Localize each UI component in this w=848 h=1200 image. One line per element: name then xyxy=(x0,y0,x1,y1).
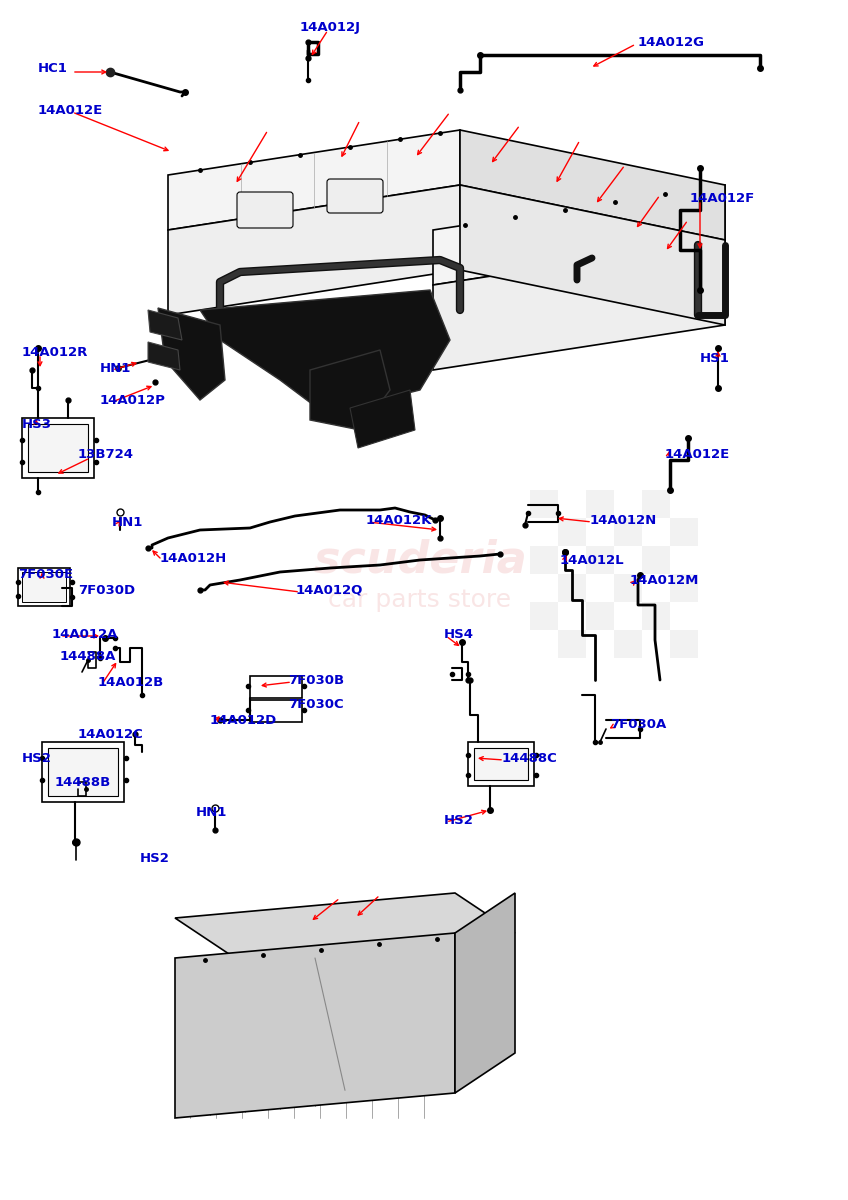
Polygon shape xyxy=(158,308,225,400)
FancyBboxPatch shape xyxy=(237,192,293,228)
Bar xyxy=(474,748,528,780)
Bar xyxy=(22,572,66,602)
Text: 7F030E: 7F030E xyxy=(18,568,73,581)
Text: HN1: HN1 xyxy=(112,516,143,528)
Text: 14A012D: 14A012D xyxy=(210,714,277,726)
Text: 14488B: 14488B xyxy=(55,775,111,788)
Polygon shape xyxy=(148,342,180,370)
Text: 14A012L: 14A012L xyxy=(560,553,625,566)
Text: scuderia: scuderia xyxy=(313,539,527,582)
Bar xyxy=(22,418,94,478)
Text: car parts store: car parts store xyxy=(328,588,511,612)
Text: HS4: HS4 xyxy=(444,628,474,641)
Text: 14A012E: 14A012E xyxy=(665,449,730,462)
Bar xyxy=(642,602,670,630)
Polygon shape xyxy=(148,310,182,340)
Polygon shape xyxy=(433,185,725,284)
Text: 7F030A: 7F030A xyxy=(610,718,667,731)
Polygon shape xyxy=(350,390,415,448)
Bar xyxy=(468,742,534,786)
Bar xyxy=(530,546,558,574)
Bar xyxy=(42,742,124,802)
Polygon shape xyxy=(455,893,515,1093)
Bar xyxy=(586,490,614,518)
Text: 13B724: 13B724 xyxy=(78,449,134,462)
Polygon shape xyxy=(433,240,725,370)
Text: HS1: HS1 xyxy=(700,352,730,365)
FancyBboxPatch shape xyxy=(327,179,383,214)
Text: 14A012H: 14A012H xyxy=(160,552,227,564)
Text: 14A012F: 14A012F xyxy=(690,192,756,204)
Text: 14A012R: 14A012R xyxy=(22,346,88,359)
Text: HC1: HC1 xyxy=(38,61,68,74)
Text: 7F030B: 7F030B xyxy=(288,673,344,686)
Bar xyxy=(670,574,698,602)
Bar xyxy=(530,602,558,630)
Text: 7F030C: 7F030C xyxy=(288,697,343,710)
Bar xyxy=(250,676,302,698)
Bar xyxy=(586,602,614,630)
Bar xyxy=(530,490,558,518)
Text: 14488A: 14488A xyxy=(60,649,116,662)
Polygon shape xyxy=(168,185,460,314)
Text: 14A012Q: 14A012Q xyxy=(296,583,364,596)
Bar xyxy=(670,518,698,546)
Bar xyxy=(642,546,670,574)
Text: HS2: HS2 xyxy=(140,852,170,864)
Bar xyxy=(558,630,586,658)
Polygon shape xyxy=(460,130,725,240)
Bar xyxy=(614,630,642,658)
Bar xyxy=(28,424,88,472)
Text: 14A012J: 14A012J xyxy=(299,22,360,35)
Text: 14A012A: 14A012A xyxy=(52,628,119,641)
Text: HN1: HN1 xyxy=(196,805,227,818)
Bar xyxy=(250,700,302,722)
Polygon shape xyxy=(200,290,450,410)
Text: 14A012C: 14A012C xyxy=(78,727,144,740)
Polygon shape xyxy=(168,130,460,230)
Text: 14A012K: 14A012K xyxy=(366,514,432,527)
Bar xyxy=(614,518,642,546)
Polygon shape xyxy=(175,934,455,1118)
Bar xyxy=(558,574,586,602)
Text: HS3: HS3 xyxy=(22,418,52,431)
Bar xyxy=(670,630,698,658)
Bar xyxy=(586,546,614,574)
Bar xyxy=(18,568,70,606)
Text: 14A012M: 14A012M xyxy=(630,574,700,587)
Bar xyxy=(614,574,642,602)
Text: HN1: HN1 xyxy=(100,361,131,374)
Polygon shape xyxy=(310,350,390,430)
Polygon shape xyxy=(460,185,725,325)
Bar xyxy=(48,748,118,796)
Bar xyxy=(558,518,586,546)
Polygon shape xyxy=(175,893,515,958)
Bar xyxy=(642,490,670,518)
Text: 14A012B: 14A012B xyxy=(98,676,165,689)
Text: 14A012N: 14A012N xyxy=(590,514,657,527)
Text: 14488C: 14488C xyxy=(502,751,558,764)
Text: HS2: HS2 xyxy=(444,814,474,827)
Text: 7F030D: 7F030D xyxy=(78,583,135,596)
Text: 14A012E: 14A012E xyxy=(38,103,103,116)
Text: HS2: HS2 xyxy=(22,751,52,764)
Text: 14A012G: 14A012G xyxy=(638,36,705,48)
Text: 14A012P: 14A012P xyxy=(100,394,166,407)
